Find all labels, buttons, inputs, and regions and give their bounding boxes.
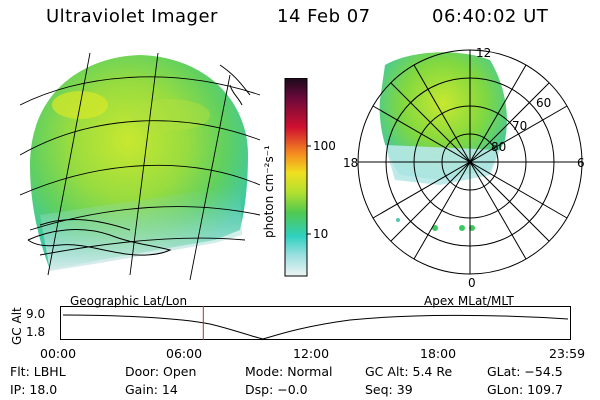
x-tick-18: 18:00	[420, 346, 457, 361]
lat-lon-grid	[20, 52, 260, 281]
x-tick-00: 00:00	[40, 346, 77, 361]
mlt-label-6: 6	[577, 156, 585, 170]
lat-label-80: 80	[491, 140, 507, 154]
apex-mlat-mlt-label: Apex MLat/MLT	[424, 294, 514, 308]
time-label: 06:40:02 UT	[432, 6, 549, 27]
info-gc-alt: GC Alt: 5.4 Re	[365, 364, 453, 379]
altitude-timeline	[60, 306, 571, 340]
gc-alt-axis-label: GC Alt	[10, 307, 24, 345]
mlt-label-18: 18	[343, 156, 359, 170]
geographic-uv-image	[20, 52, 260, 281]
altitude-curve	[62, 314, 569, 340]
polar-emission-region	[379, 52, 507, 231]
colorbar-tick-100: 100	[313, 139, 336, 153]
colorbar	[284, 78, 311, 277]
polar-grid	[357, 49, 583, 275]
colorbar-unit-label: photon cm⁻²s⁻¹	[262, 145, 276, 238]
app-title: Ultraviolet Imager	[46, 6, 218, 27]
colorbar-tick-10: 10	[313, 227, 329, 241]
info-seq: Seq: 39	[365, 382, 413, 397]
info-glat: GLat: −54.5	[487, 364, 563, 379]
info-door: Door: Open	[125, 364, 197, 379]
x-tick-06: 06:00	[166, 346, 203, 361]
colorbar-gradient	[284, 78, 308, 277]
info-glon: GLon: 109.7	[487, 382, 563, 397]
lat-label-70: 70	[512, 119, 528, 133]
y-tick-1-8: 1.8	[26, 325, 46, 339]
info-flt: Flt: LBHL	[10, 364, 66, 379]
magnetic-polar-plot	[357, 49, 583, 275]
date-label: 14 Feb 07	[277, 6, 371, 27]
y-tick-9: 9.0	[26, 307, 46, 321]
mlt-label-12: 12	[476, 46, 492, 60]
lat-label-60: 60	[536, 96, 552, 110]
info-ip: IP: 18.0	[10, 382, 58, 397]
mlt-label-0: 0	[468, 276, 476, 290]
coastline-lines	[27, 64, 251, 256]
info-mode: Mode: Normal	[245, 364, 333, 379]
info-gain: Gain: 14	[125, 382, 178, 397]
info-dsp: Dsp: −0.0	[245, 382, 308, 397]
x-tick-2359: 23:59	[549, 346, 586, 361]
timeline-frame	[60, 306, 571, 340]
geographic-latlon-label: Geographic Lat/Lon	[70, 294, 188, 308]
x-tick-12: 12:00	[293, 346, 330, 361]
